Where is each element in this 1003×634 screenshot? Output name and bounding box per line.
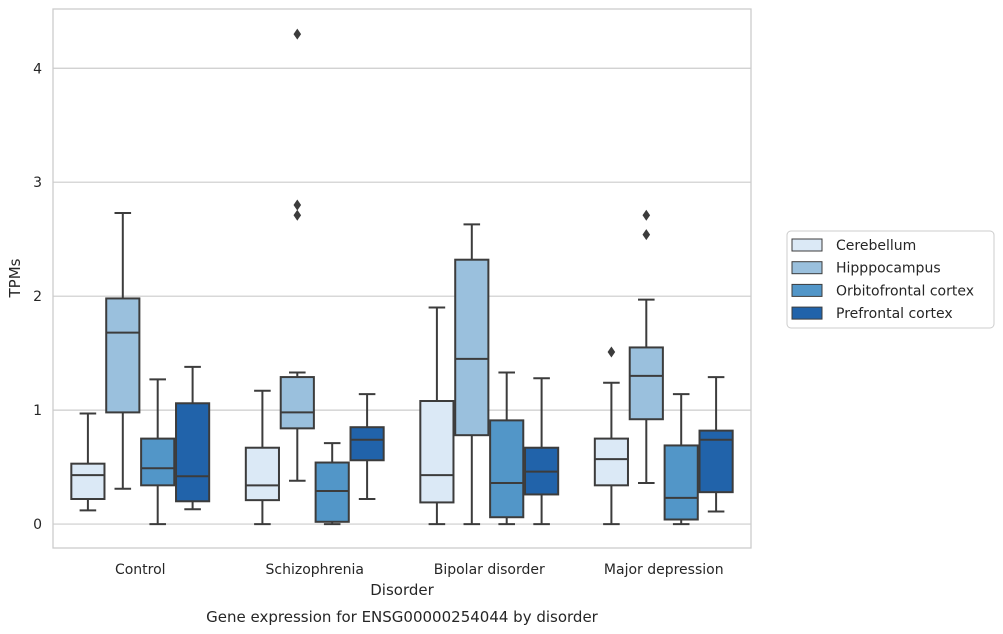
box-series	[70, 28, 734, 526]
legend-swatch	[791, 238, 823, 252]
box-hipppocampus	[105, 211, 141, 490]
legend-label: Prefrontal cortex	[836, 306, 953, 322]
box-cerebellum	[244, 389, 280, 526]
box-body	[593, 437, 629, 487]
x-tick-label: Major depression	[604, 562, 724, 578]
box-cerebellum	[593, 346, 629, 526]
legend: Cerebellum Hipppocampus Orbitofrontal cort…	[786, 230, 995, 329]
plot-frame	[52, 8, 752, 549]
box-body	[454, 258, 490, 437]
box-cerebellum	[419, 306, 455, 526]
box-body	[349, 426, 385, 462]
box-orbitofrontal-cortex	[140, 378, 176, 526]
box-hipppocampus	[454, 223, 490, 526]
outlier-point	[642, 209, 651, 221]
box-orbitofrontal-cortex	[314, 442, 350, 526]
x-tick-label: Control	[115, 562, 166, 578]
y-tick-label: 4	[33, 61, 42, 77]
box-body	[244, 446, 280, 502]
box-body	[70, 462, 106, 500]
outlier-point	[607, 346, 616, 358]
box-body	[279, 376, 315, 430]
box-prefrontal-cortex	[524, 377, 560, 526]
box-prefrontal-cortex	[175, 365, 211, 511]
legend-label: Cerebellum	[836, 238, 916, 254]
box-body	[663, 444, 699, 521]
box-hipppocampus	[279, 28, 315, 482]
legend-label: Orbitofrontal cortex	[836, 283, 974, 299]
box-orbitofrontal-cortex	[663, 393, 699, 526]
legend-label: Hipppocampus	[836, 261, 941, 277]
box-cerebellum	[70, 412, 106, 512]
legend-swatch	[791, 283, 823, 297]
y-tick-label: 3	[33, 175, 42, 191]
legend-swatch	[791, 306, 823, 320]
box-prefrontal-cortex	[349, 393, 385, 500]
box-body	[489, 419, 525, 519]
chart-caption: Gene expression for ENSG00000254044 by d…	[206, 608, 599, 626]
y-tick-label: 1	[33, 403, 42, 419]
box-hipppocampus	[628, 209, 664, 485]
x-tick-labels: Control Schizophrenia Bipolar disorder Majo…	[115, 562, 724, 578]
box-body	[140, 437, 176, 487]
x-tick-label: Bipolar disorder	[434, 562, 545, 578]
outlier-point	[293, 199, 302, 211]
legend-frame	[786, 230, 995, 329]
box-orbitofrontal-cortex	[489, 371, 525, 526]
box-body	[175, 402, 211, 503]
box-prefrontal-cortex	[698, 376, 734, 513]
y-tick-labels: 0 1 2 3 4	[33, 61, 42, 533]
box-body	[314, 461, 350, 523]
box-body	[698, 429, 734, 494]
box-body	[419, 400, 455, 504]
outlier-point	[293, 209, 302, 221]
legend-swatch	[791, 261, 823, 275]
x-tick-label: Schizophrenia	[266, 562, 364, 578]
y-tick-label: 2	[33, 289, 42, 305]
y-axis-label: TPMs	[6, 258, 24, 298]
outlier-point	[642, 229, 651, 241]
box-body	[628, 346, 664, 421]
box-body	[105, 297, 141, 414]
y-tick-label: 0	[33, 517, 42, 533]
x-axis-label: Disorder	[370, 581, 434, 599]
outlier-point	[293, 28, 302, 40]
